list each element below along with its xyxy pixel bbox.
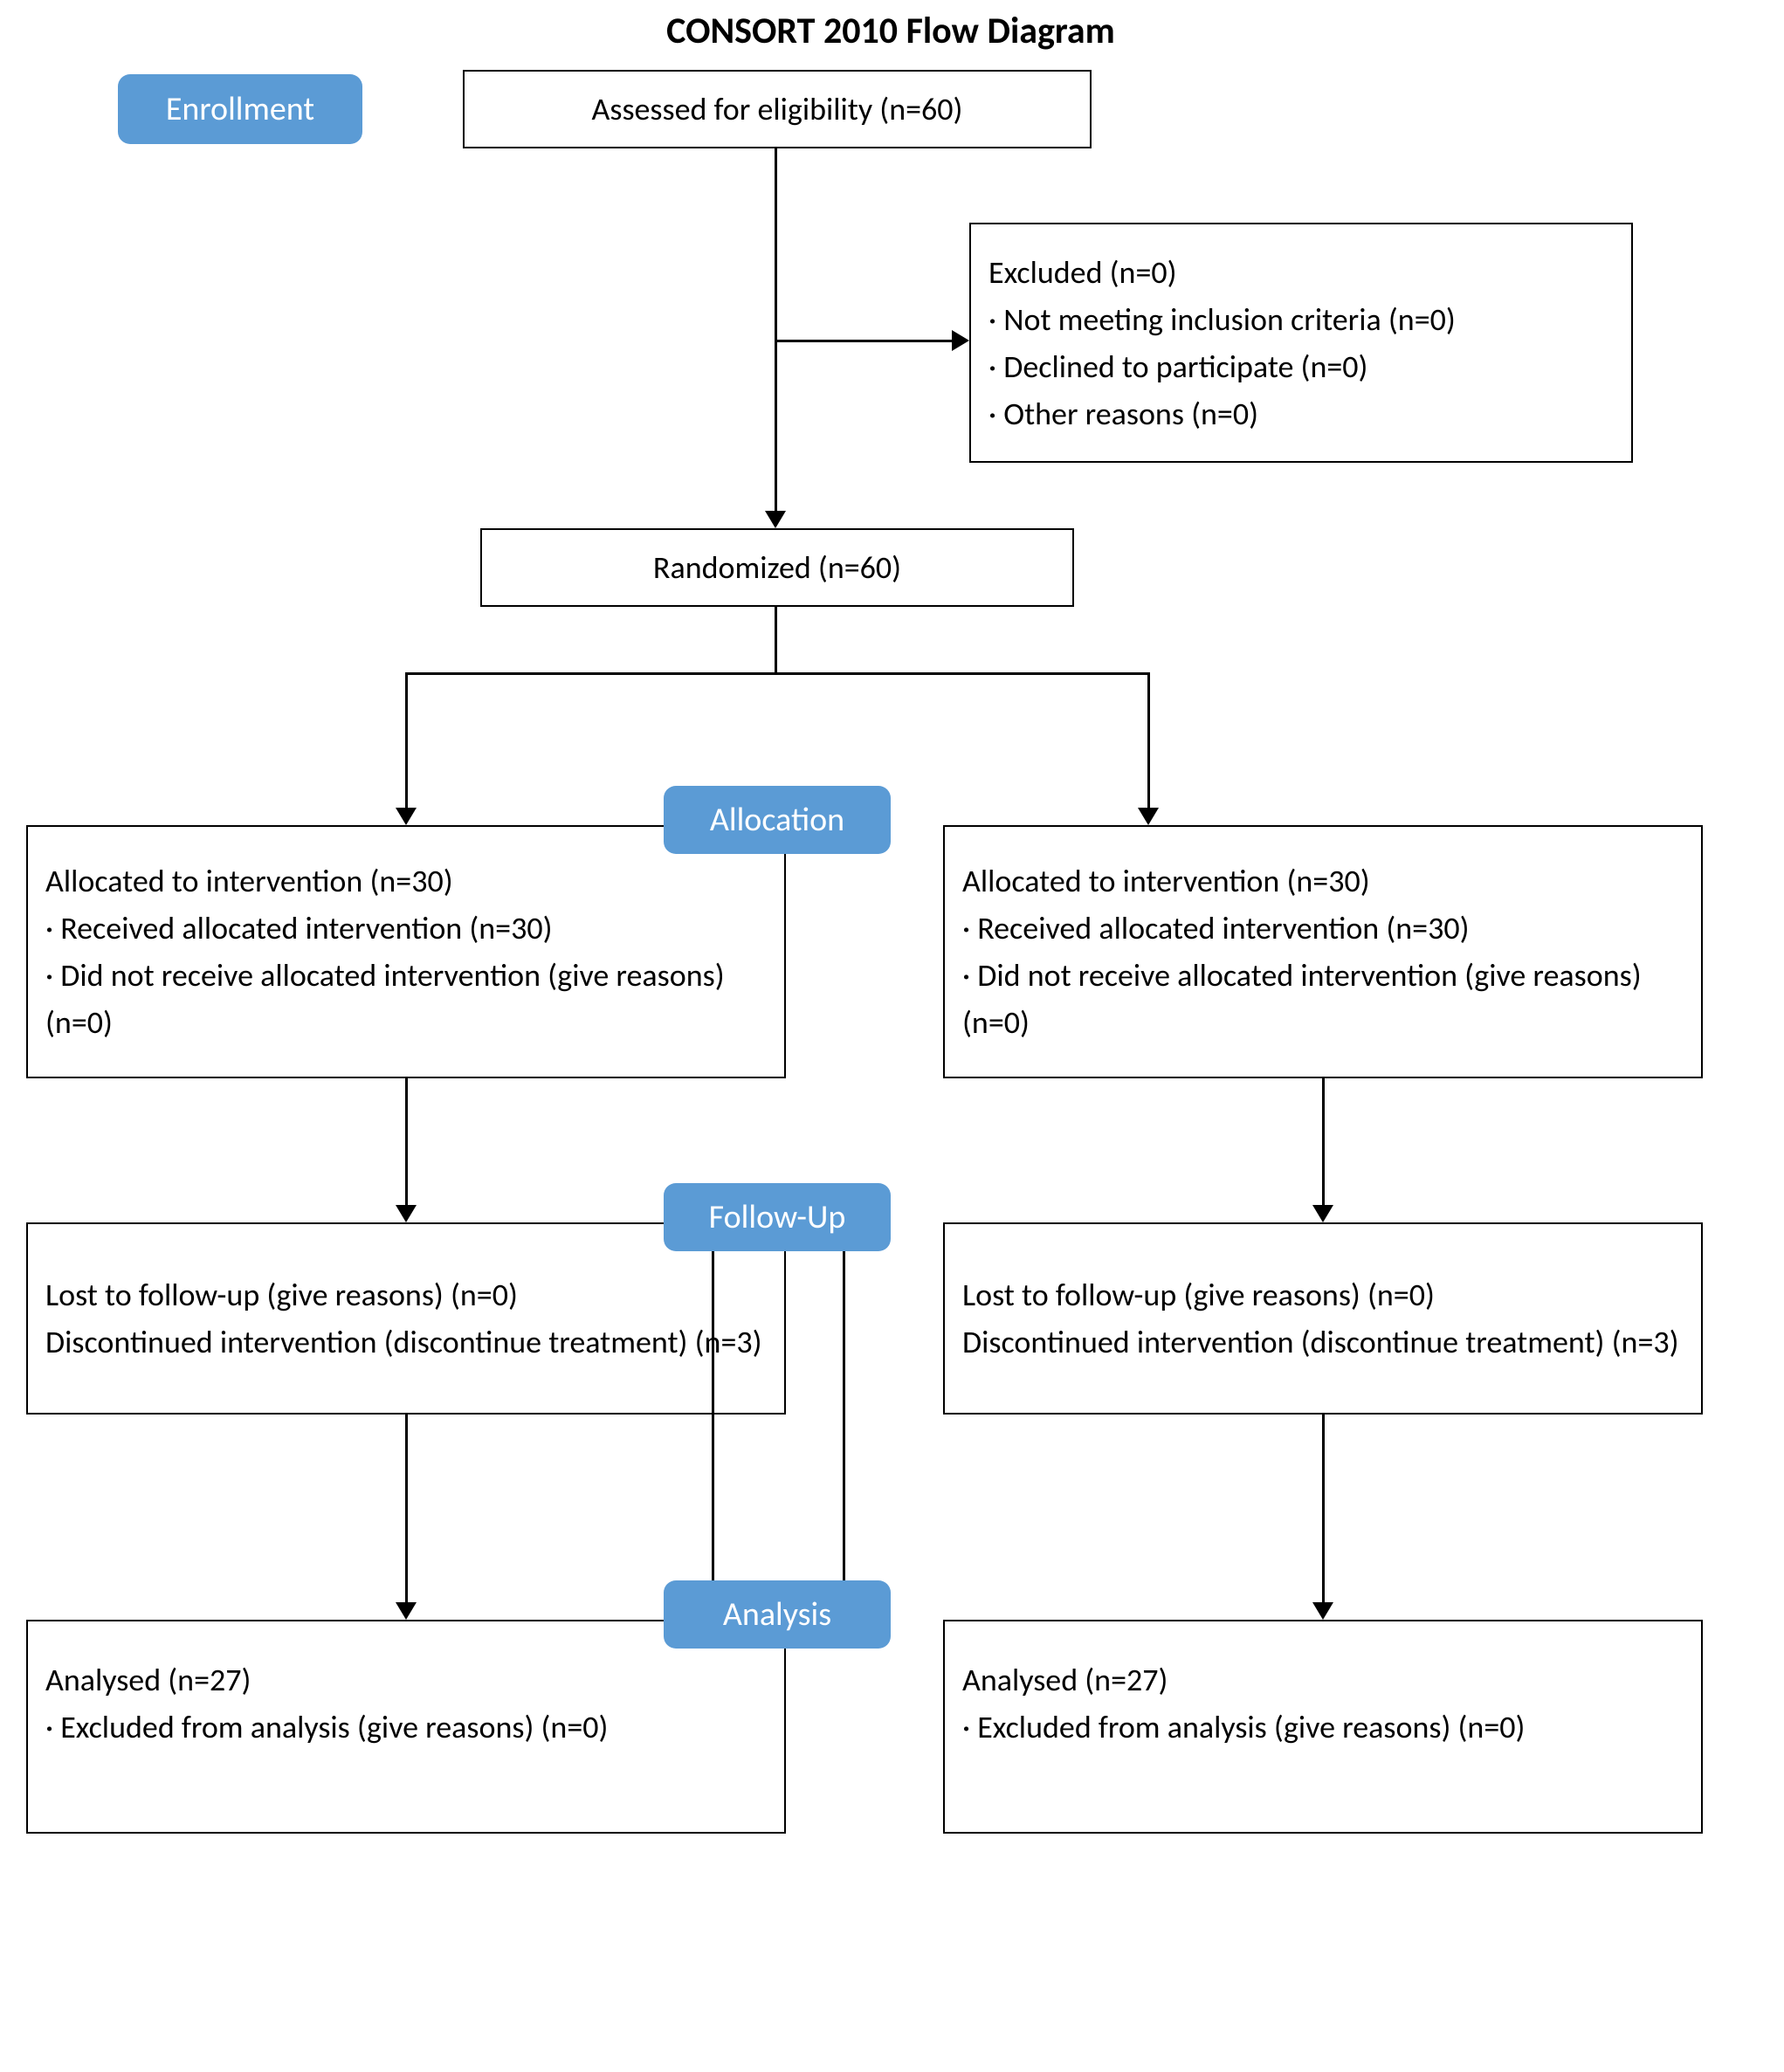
text: · Excluded from analysis (give reasons) … [45, 1704, 767, 1751]
text: · Did not receive allocated intervention… [962, 952, 1684, 1046]
arrow-head [396, 1205, 417, 1222]
arrow [775, 148, 777, 511]
box-excluded: Excluded (n=0) · Not meeting inclusion c… [969, 223, 1633, 463]
arrow [1322, 1078, 1325, 1205]
flow-diagram: CONSORT 2010 Flow Diagram Enrollment All… [0, 0, 1784, 2072]
arrow-head [396, 1602, 417, 1620]
text: Analysed (n=27) [45, 1656, 767, 1704]
arrow [1322, 1415, 1325, 1602]
text: Discontinued intervention (discontinue t… [962, 1318, 1684, 1366]
box-an-left: Analysed (n=27) · Excluded from analysis… [26, 1620, 786, 1834]
arrow [405, 1415, 408, 1602]
text: Assessed for eligibility (n=60) [592, 86, 963, 133]
arrow [775, 340, 952, 342]
box-randomized: Randomized (n=60) [480, 528, 1074, 607]
arrow [405, 672, 408, 808]
pill-analysis: Analysis [664, 1580, 891, 1649]
box-fu-left: Lost to follow-up (give reasons) (n=0) D… [26, 1222, 786, 1415]
arrow-head [952, 330, 969, 351]
arrow [775, 607, 777, 672]
box-fu-right: Lost to follow-up (give reasons) (n=0) D… [943, 1222, 1703, 1415]
pill-enrollment: Enrollment [118, 74, 362, 144]
arrow-head [1138, 808, 1159, 825]
connector [843, 1251, 845, 1580]
box-alloc-left: Allocated to intervention (n=30) · Recei… [26, 825, 786, 1078]
arrow-head [765, 511, 786, 528]
text: Randomized (n=60) [653, 544, 901, 591]
text: Allocated to intervention (n=30) [45, 857, 767, 905]
pill-allocation: Allocation [664, 786, 891, 854]
text: · Declined to participate (n=0) [988, 343, 1614, 390]
text: Lost to follow-up (give reasons) (n=0) [962, 1271, 1684, 1318]
arrow [406, 672, 1148, 675]
arrow [405, 1078, 408, 1205]
text: Allocated to intervention (n=30) [962, 857, 1684, 905]
arrow [1147, 672, 1150, 808]
box-an-right: Analysed (n=27) · Excluded from analysis… [943, 1620, 1703, 1834]
box-assessed: Assessed for eligibility (n=60) [463, 70, 1092, 148]
arrow-head [1312, 1205, 1333, 1222]
text: Lost to follow-up (give reasons) (n=0) [45, 1271, 767, 1318]
arrow-head [1312, 1602, 1333, 1620]
box-alloc-right: Allocated to intervention (n=30) · Recei… [943, 825, 1703, 1078]
text: Excluded (n=0) [988, 249, 1614, 296]
text: · Excluded from analysis (give reasons) … [962, 1704, 1684, 1751]
pill-followup: Follow-Up [664, 1183, 891, 1251]
text: · Received allocated intervention (n=30) [962, 905, 1684, 952]
arrow-head [396, 808, 417, 825]
diagram-title: CONSORT 2010 Flow Diagram [524, 9, 1257, 53]
text: · Other reasons (n=0) [988, 390, 1614, 437]
text: · Not meeting inclusion criteria (n=0) [988, 296, 1614, 343]
text: Discontinued intervention (discontinue t… [45, 1318, 767, 1366]
connector [712, 1251, 714, 1580]
text: · Received allocated intervention (n=30) [45, 905, 767, 952]
text: Analysed (n=27) [962, 1656, 1684, 1704]
text: · Did not receive allocated intervention… [45, 952, 767, 1046]
